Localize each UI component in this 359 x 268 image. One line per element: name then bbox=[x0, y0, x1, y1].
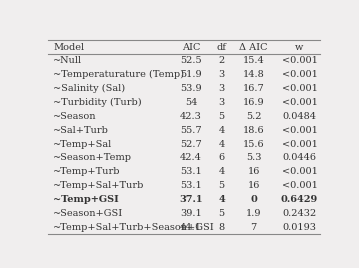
Text: 3: 3 bbox=[218, 84, 225, 93]
Text: 42.4: 42.4 bbox=[180, 154, 202, 162]
Text: ~Temp+Sal: ~Temp+Sal bbox=[53, 140, 112, 148]
Text: 3: 3 bbox=[218, 98, 225, 107]
Text: df: df bbox=[216, 43, 227, 52]
Text: <0.001: <0.001 bbox=[281, 70, 317, 79]
Text: 16: 16 bbox=[247, 168, 260, 176]
Text: 42.3: 42.3 bbox=[180, 112, 202, 121]
Text: 53.1: 53.1 bbox=[180, 181, 202, 190]
Text: 18.6: 18.6 bbox=[243, 126, 264, 135]
Text: ~Temp+Sal+Turb: ~Temp+Sal+Turb bbox=[53, 181, 145, 190]
Text: ~Turbidity (Turb): ~Turbidity (Turb) bbox=[53, 98, 142, 107]
Text: 5.3: 5.3 bbox=[246, 154, 261, 162]
Text: <0.001: <0.001 bbox=[281, 140, 317, 148]
Text: <0.001: <0.001 bbox=[281, 56, 317, 65]
Text: Model: Model bbox=[53, 43, 84, 52]
Text: 1.9: 1.9 bbox=[246, 209, 261, 218]
Text: ~Season+GSI: ~Season+GSI bbox=[53, 209, 123, 218]
Text: ~Temperaturature (Temp): ~Temperaturature (Temp) bbox=[53, 70, 184, 79]
Text: 3: 3 bbox=[218, 70, 225, 79]
Text: <0.001: <0.001 bbox=[281, 84, 317, 93]
Text: <0.001: <0.001 bbox=[281, 181, 317, 190]
Text: ~Temp+Turb: ~Temp+Turb bbox=[53, 168, 121, 176]
Text: ~Temp+GSI: ~Temp+GSI bbox=[53, 195, 119, 204]
Text: 37.1: 37.1 bbox=[179, 195, 203, 204]
Text: 0.2432: 0.2432 bbox=[282, 209, 317, 218]
Text: 5: 5 bbox=[219, 181, 225, 190]
Text: 8: 8 bbox=[219, 223, 225, 232]
Text: 14.8: 14.8 bbox=[243, 70, 265, 79]
Text: 0: 0 bbox=[250, 195, 257, 204]
Text: 5.2: 5.2 bbox=[246, 112, 261, 121]
Text: 53.1: 53.1 bbox=[180, 168, 202, 176]
Text: 5: 5 bbox=[219, 209, 225, 218]
Text: 15.6: 15.6 bbox=[243, 140, 264, 148]
Text: 52.7: 52.7 bbox=[180, 140, 202, 148]
Text: <0.001: <0.001 bbox=[281, 168, 317, 176]
Text: 44.1: 44.1 bbox=[180, 223, 202, 232]
Text: 0.6429: 0.6429 bbox=[281, 195, 318, 204]
Text: ~Salinity (Sal): ~Salinity (Sal) bbox=[53, 84, 125, 93]
Text: ~Null: ~Null bbox=[53, 56, 82, 65]
Text: ~Season+Temp: ~Season+Temp bbox=[53, 154, 132, 162]
Text: 51.9: 51.9 bbox=[180, 70, 202, 79]
Text: 0.0193: 0.0193 bbox=[283, 223, 316, 232]
Text: 52.5: 52.5 bbox=[180, 56, 202, 65]
Text: 4: 4 bbox=[218, 126, 225, 135]
Text: 2: 2 bbox=[218, 56, 225, 65]
Text: 7: 7 bbox=[251, 223, 257, 232]
Text: 15.4: 15.4 bbox=[243, 56, 265, 65]
Text: 4: 4 bbox=[218, 168, 225, 176]
Text: <0.001: <0.001 bbox=[281, 126, 317, 135]
Text: 5: 5 bbox=[219, 112, 225, 121]
Text: ~Temp+Sal+Turb+Season+GSI: ~Temp+Sal+Turb+Season+GSI bbox=[53, 223, 215, 232]
Text: ~Season: ~Season bbox=[53, 112, 97, 121]
Text: 16.7: 16.7 bbox=[243, 84, 265, 93]
Text: 39.1: 39.1 bbox=[180, 209, 202, 218]
Text: ~Sal+Turb: ~Sal+Turb bbox=[53, 126, 109, 135]
Text: 0.0484: 0.0484 bbox=[283, 112, 316, 121]
Text: 55.7: 55.7 bbox=[180, 126, 202, 135]
Text: 16: 16 bbox=[247, 181, 260, 190]
Text: 4: 4 bbox=[218, 140, 225, 148]
Text: w: w bbox=[295, 43, 304, 52]
Text: AIC: AIC bbox=[182, 43, 200, 52]
Text: 54: 54 bbox=[185, 98, 197, 107]
Text: Δ AIC: Δ AIC bbox=[239, 43, 268, 52]
Text: 4: 4 bbox=[218, 195, 225, 204]
Text: 53.9: 53.9 bbox=[180, 84, 202, 93]
Text: 6: 6 bbox=[219, 154, 225, 162]
Text: 0.0446: 0.0446 bbox=[283, 154, 316, 162]
Text: <0.001: <0.001 bbox=[281, 98, 317, 107]
Text: 16.9: 16.9 bbox=[243, 98, 264, 107]
